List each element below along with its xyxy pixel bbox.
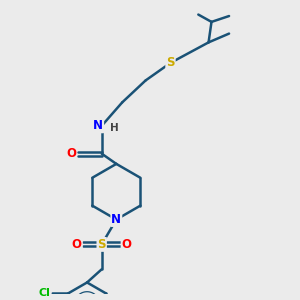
Text: S: S	[98, 238, 106, 251]
Text: S: S	[166, 56, 175, 69]
Text: Cl: Cl	[39, 289, 50, 298]
Text: N: N	[93, 119, 103, 132]
Text: O: O	[72, 238, 82, 251]
Text: N: N	[111, 213, 121, 226]
Text: H: H	[110, 123, 118, 133]
Text: O: O	[122, 238, 132, 251]
Text: O: O	[66, 147, 76, 160]
